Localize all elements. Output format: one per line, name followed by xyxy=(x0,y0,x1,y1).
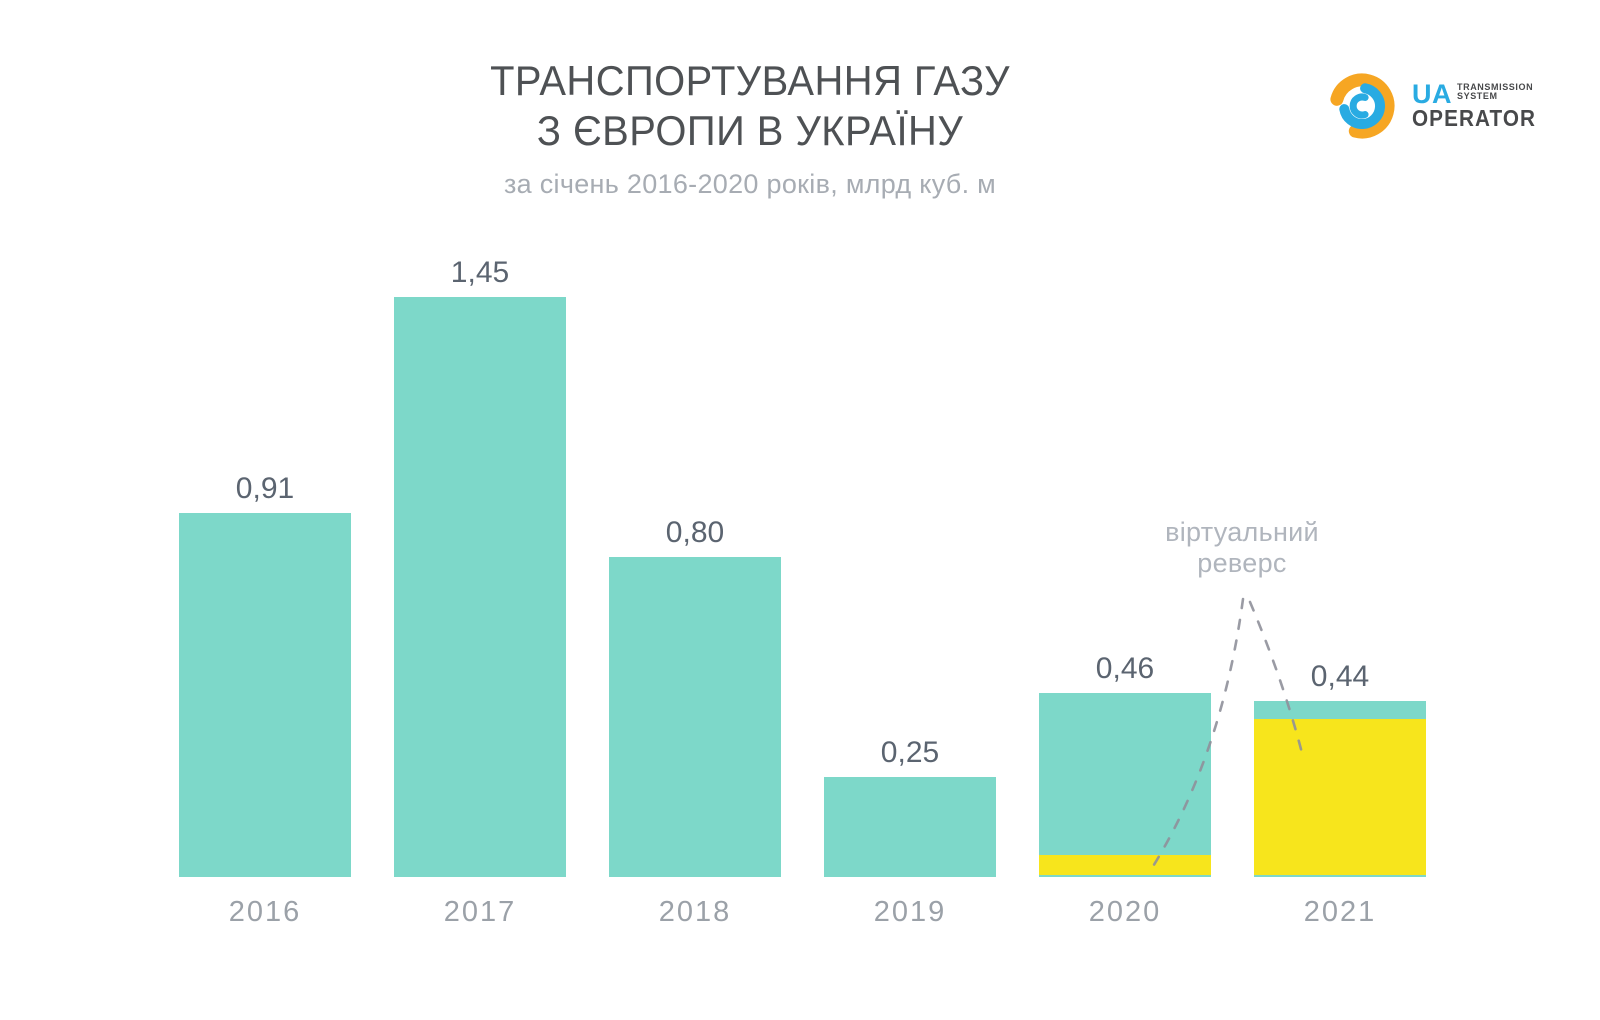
value-label-2016: 0,91 xyxy=(235,472,295,505)
axis-label-2021: 2021 xyxy=(1303,896,1377,928)
axis-label-2019: 2019 xyxy=(873,896,947,928)
bar-2016 xyxy=(179,513,351,877)
annotation-virtual-reverse: віртуальний реверс xyxy=(1092,517,1392,579)
annotation-line2: реверс xyxy=(1197,548,1287,578)
value-label-2017: 1,45 xyxy=(450,256,510,289)
bar-2017 xyxy=(394,297,566,877)
logo-swirl-icon xyxy=(1330,73,1395,139)
axis-label-2020: 2020 xyxy=(1088,896,1162,928)
company-logo: UA TRANSMISSION SYSTEM OPERATOR xyxy=(1326,70,1550,142)
virtual-reverse-segment-2021 xyxy=(1254,719,1426,875)
logo-wordmark: UA TRANSMISSION SYSTEM OPERATOR xyxy=(1412,78,1550,131)
chart-title-line1: ТРАНСПОРТУВАННЯ ГАЗУ xyxy=(490,57,1010,104)
annotation-line1: віртуальний xyxy=(1165,517,1319,547)
chart-title-line2: З ЄВРОПИ В УКРАЇНУ xyxy=(536,107,964,154)
chart-subtitle: за січень 2016-2020 років, млрд куб. м xyxy=(503,169,997,199)
value-label-2019: 0,25 xyxy=(880,736,940,769)
axis-label-2016: 2016 xyxy=(228,896,302,928)
axis-label-2018: 2018 xyxy=(658,896,732,928)
bar-2021 xyxy=(1254,701,1426,877)
bar-2020 xyxy=(1039,693,1211,877)
logo-transmission-text: TRANSMISSION xyxy=(1457,81,1534,92)
bar-2018 xyxy=(609,557,781,877)
logo-operator-text: OPERATOR xyxy=(1412,104,1537,131)
value-label-2020: 0,46 xyxy=(1095,652,1155,685)
logo-system-text: SYSTEM xyxy=(1457,91,1498,101)
value-label-2018: 0,80 xyxy=(665,516,725,549)
chart-title: ТРАНСПОРТУВАННЯ ГАЗУ З ЄВРОПИ В УКРАЇНУ xyxy=(180,56,1320,156)
axis-label-2017: 2017 xyxy=(443,896,517,928)
bar-2019 xyxy=(824,777,996,877)
virtual-reverse-segment-2020 xyxy=(1039,855,1211,875)
value-label-2021: 0,44 xyxy=(1310,660,1370,693)
logo-ua-text: UA xyxy=(1412,78,1452,109)
